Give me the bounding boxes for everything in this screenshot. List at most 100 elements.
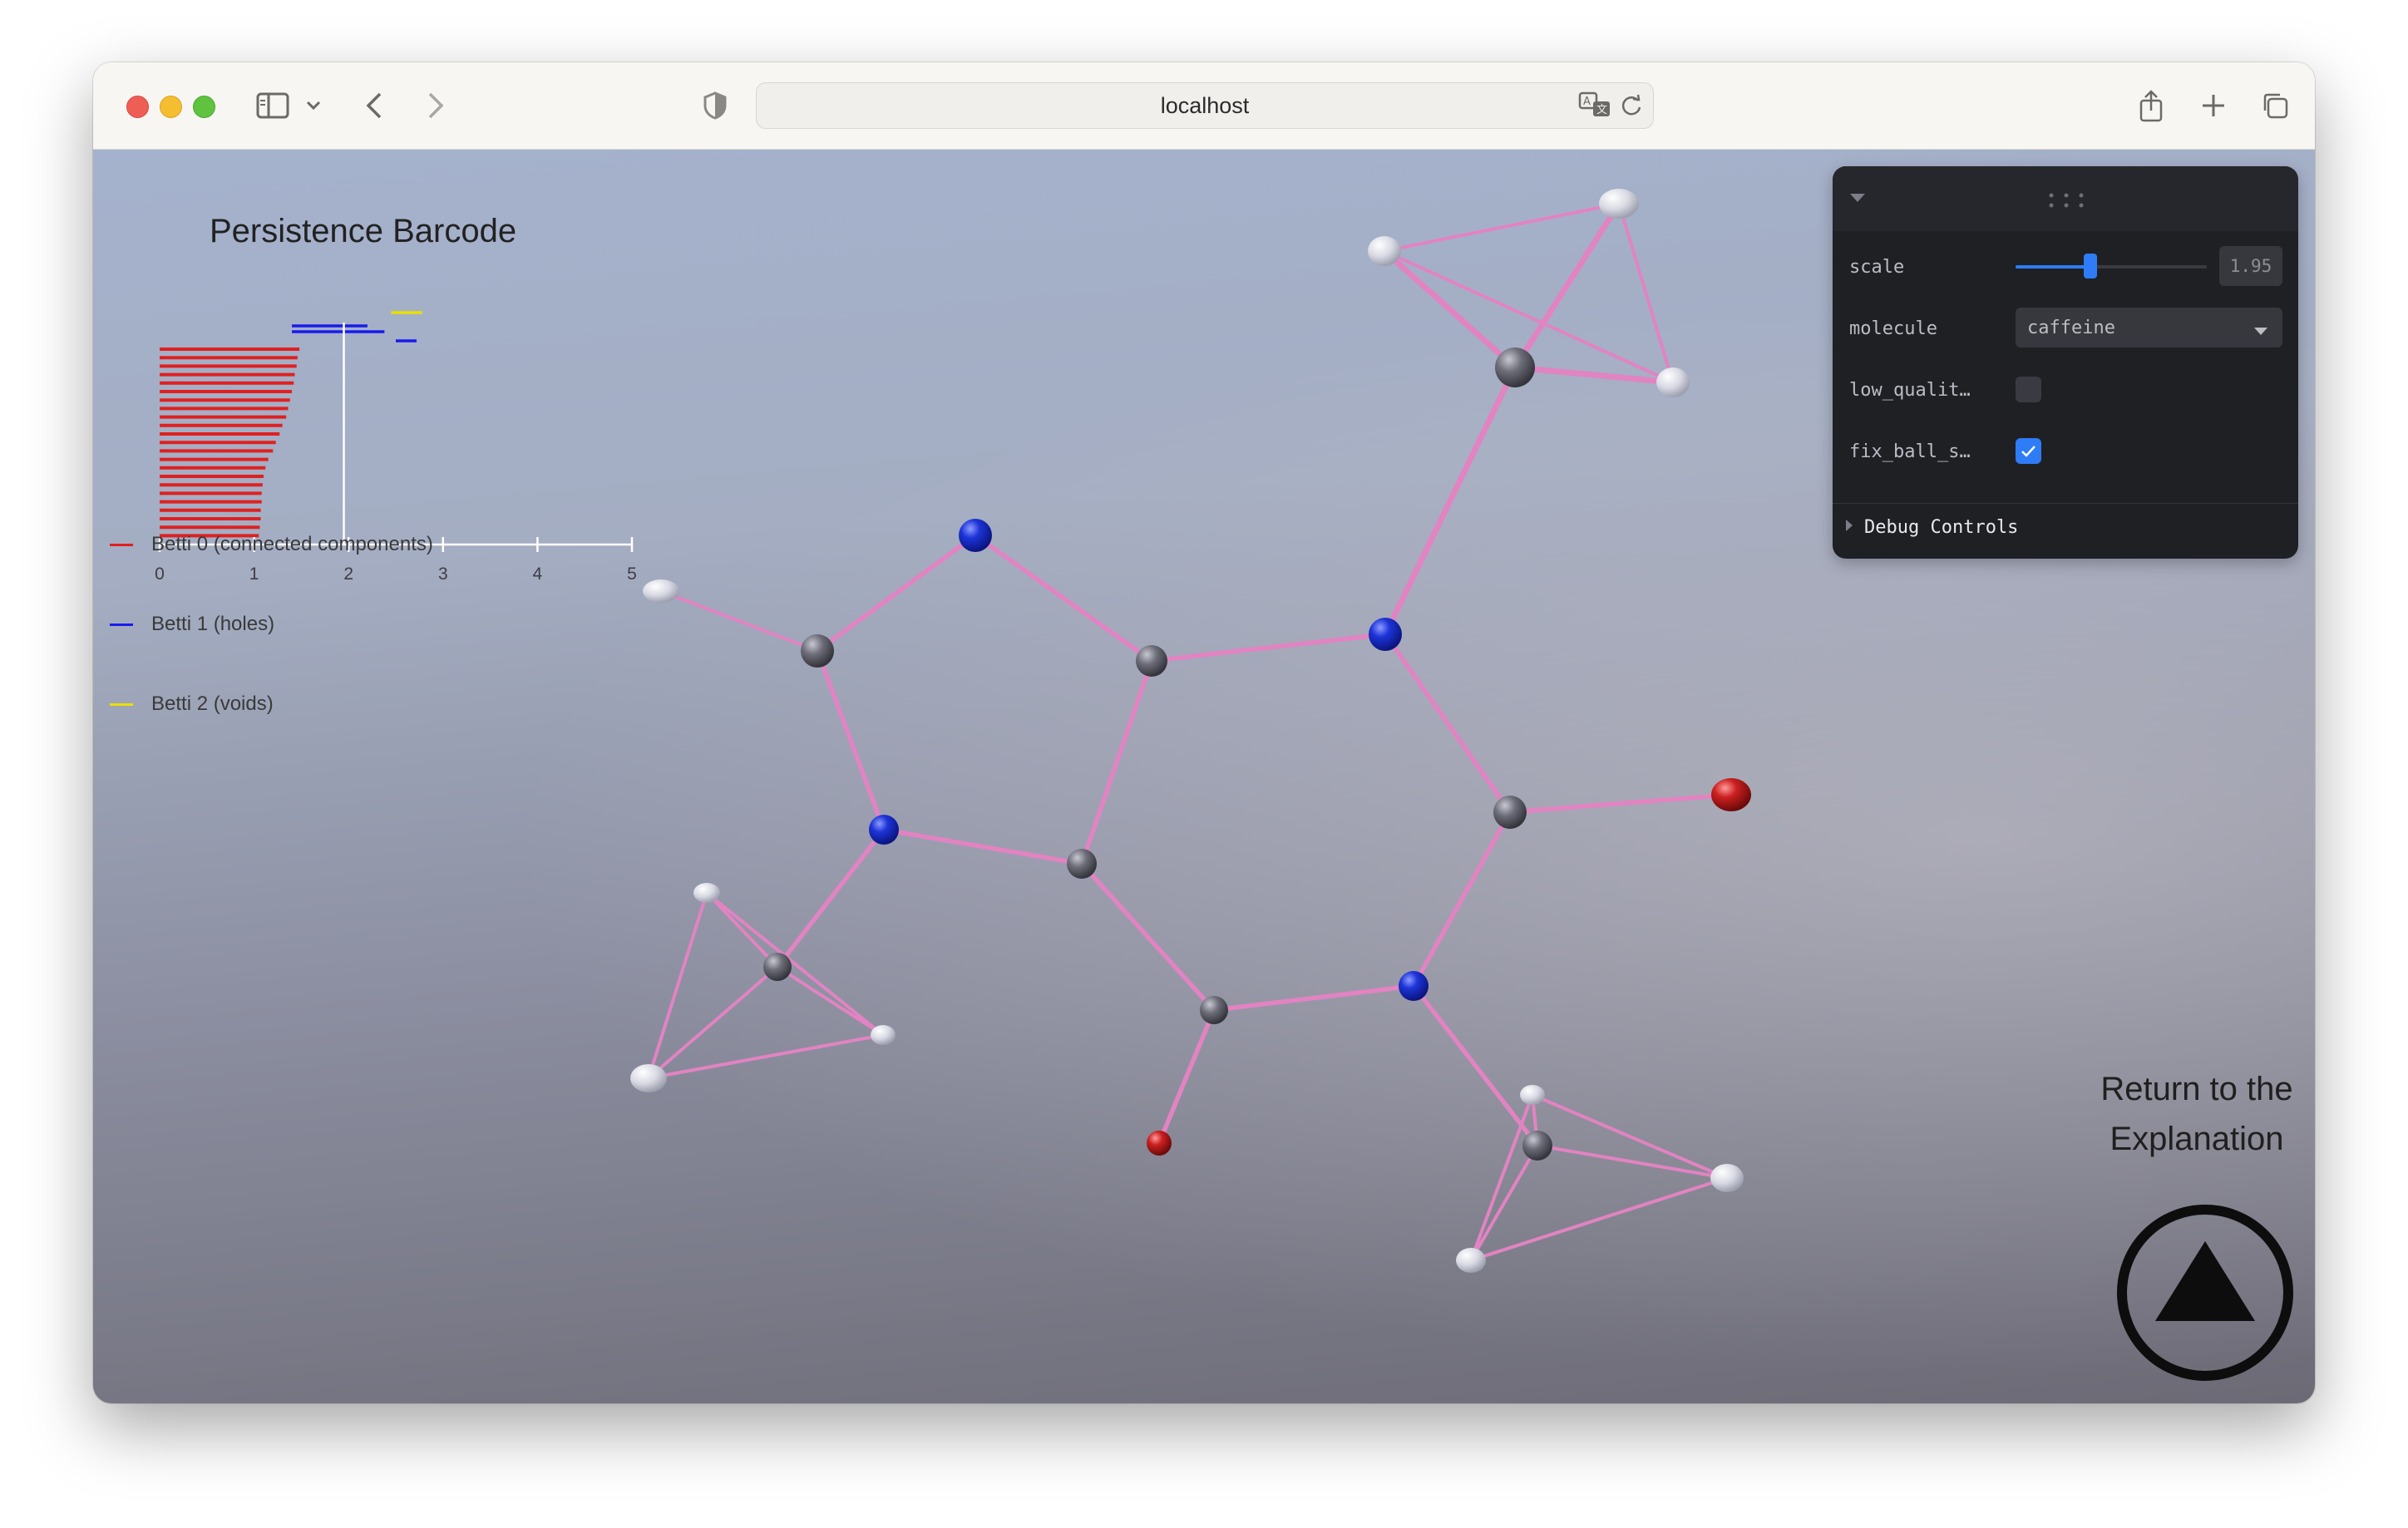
- share-icon[interactable]: [2134, 86, 2168, 126]
- debug-controls-toggle[interactable]: Debug Controls: [1844, 517, 2018, 538]
- bonds-group: [647, 200, 1734, 1262]
- collapse-caret-icon[interactable]: [1848, 191, 1868, 208]
- oxygen-atom[interactable]: [1711, 778, 1751, 811]
- carbon-atom[interactable]: [1067, 849, 1097, 879]
- chevron-down-icon: [2253, 322, 2269, 343]
- bond: [647, 1033, 885, 1080]
- sidebar-toggle-icon[interactable]: [253, 86, 293, 126]
- bond: [1411, 983, 1540, 1148]
- close-window-button[interactable]: [126, 96, 149, 118]
- hydrogen-atom[interactable]: [1520, 1085, 1545, 1105]
- low-quality-checkbox[interactable]: [2016, 377, 2041, 402]
- hydrogen-atom[interactable]: [1656, 367, 1690, 397]
- carbon-atom[interactable]: [1136, 645, 1167, 677]
- bond: [1411, 810, 1512, 988]
- return-to-explanation-label[interactable]: Return to the Explanation: [1997, 1064, 2315, 1164]
- legend-swatch-betti-1: [110, 623, 133, 626]
- scale-slider[interactable]: [2016, 254, 2207, 278]
- hydrogen-atom[interactable]: [693, 883, 720, 903]
- fix-ball-label: fix_ball_s…: [1849, 441, 1971, 462]
- oxygen-atom[interactable]: [1147, 1131, 1172, 1156]
- hydrogen-atom[interactable]: [1368, 236, 1401, 266]
- hydrogen-atom[interactable]: [643, 579, 679, 603]
- molecule-row: molecule caffeine: [1833, 308, 2298, 349]
- legend-betti-2: Betti 2 (voids): [110, 683, 433, 725]
- carbon-atom[interactable]: [801, 634, 834, 668]
- checkmark-icon: [2021, 446, 2035, 457]
- carbon-atom[interactable]: [1493, 796, 1527, 829]
- debug-controls-label: Debug Controls: [1864, 517, 2019, 538]
- fix-ball-row: fix_ball_s…: [1833, 431, 2298, 472]
- three-d-viewport[interactable]: Persistence Barcode 0 1 2 3 4 5 Betti 0 (conn…: [93, 150, 2315, 1403]
- hydrogen-atom[interactable]: [1456, 1248, 1486, 1273]
- forward-icon[interactable]: [419, 86, 452, 126]
- tab-overview-icon[interactable]: [2258, 86, 2292, 126]
- nitrogen-atom[interactable]: [959, 519, 992, 552]
- nitrogen-atom[interactable]: [1399, 971, 1429, 1001]
- minimize-window-button[interactable]: [160, 96, 182, 118]
- x-axis-tick-label: 0: [155, 564, 165, 584]
- back-icon[interactable]: [358, 86, 391, 126]
- bond: [1149, 632, 1388, 663]
- legend-swatch-betti-2: [110, 702, 133, 706]
- privacy-shield-icon[interactable]: [698, 86, 732, 126]
- bond: [1383, 249, 1675, 384]
- zoom-window-button[interactable]: [193, 96, 215, 118]
- bond: [1211, 983, 1416, 1013]
- x-axis-tick-label: 2: [343, 564, 353, 584]
- hydrogen-atom[interactable]: [871, 1025, 896, 1045]
- bond: [1469, 1093, 1534, 1262]
- persistence-barcode-chart: 0 1 2 3 4 5: [155, 311, 637, 584]
- nitrogen-atom[interactable]: [869, 815, 899, 845]
- carbon-atom[interactable]: [1495, 347, 1535, 387]
- molecule-select[interactable]: caffeine: [2016, 308, 2282, 347]
- legend-swatch-betti-0: [110, 543, 133, 546]
- scale-slider-fill: [2016, 265, 2090, 269]
- bond: [1079, 861, 1216, 1013]
- atoms-group: [630, 189, 1751, 1273]
- panel-header[interactable]: [1833, 166, 2298, 231]
- drag-handle-icon[interactable]: [2047, 191, 2085, 213]
- hydrogen-atom[interactable]: [1599, 189, 1639, 219]
- carbon-atom[interactable]: [763, 953, 792, 981]
- nitrogen-atom[interactable]: [1369, 618, 1402, 651]
- fix-ball-checkbox[interactable]: [2016, 438, 2041, 464]
- new-tab-icon[interactable]: [2197, 86, 2230, 126]
- bond: [775, 827, 886, 969]
- carbon-atom[interactable]: [1200, 996, 1228, 1024]
- bond: [1536, 1144, 1729, 1180]
- scale-value-input[interactable]: 1.95: [2219, 246, 2282, 286]
- legend-betti-0: Betti 0 (connected components): [110, 524, 433, 565]
- x-axis-tick-label: 1: [249, 564, 259, 584]
- chevron-down-icon[interactable]: [301, 86, 326, 126]
- bond: [1383, 202, 1621, 253]
- bond: [1469, 1176, 1729, 1262]
- up-triangle-icon: [2117, 1205, 2293, 1381]
- bond: [1469, 1144, 1539, 1262]
- reload-icon[interactable]: [1620, 93, 1643, 124]
- low-quality-label: low_qualit…: [1849, 379, 1971, 401]
- caffeine-molecule-render[interactable]: [93, 150, 2315, 1403]
- panel-divider: [1833, 503, 2298, 504]
- x-axis-tick-label: 5: [627, 564, 637, 584]
- bond: [705, 891, 779, 969]
- scale-label: scale: [1849, 256, 1905, 278]
- bond: [1512, 364, 1676, 386]
- bond: [1512, 200, 1622, 371]
- bond: [1617, 202, 1675, 384]
- return-up-button[interactable]: [2114, 1201, 2297, 1384]
- bond: [705, 891, 885, 1037]
- bond: [647, 891, 708, 1080]
- caret-right-icon: [1844, 517, 1854, 538]
- bond: [1381, 248, 1518, 371]
- hydrogen-atom[interactable]: [1710, 1164, 1744, 1192]
- carbon-atom[interactable]: [1522, 1131, 1552, 1161]
- hydrogen-atom[interactable]: [630, 1064, 667, 1092]
- bond: [881, 827, 1084, 866]
- bond: [815, 533, 978, 653]
- scale-slider-thumb[interactable]: [2083, 254, 2097, 278]
